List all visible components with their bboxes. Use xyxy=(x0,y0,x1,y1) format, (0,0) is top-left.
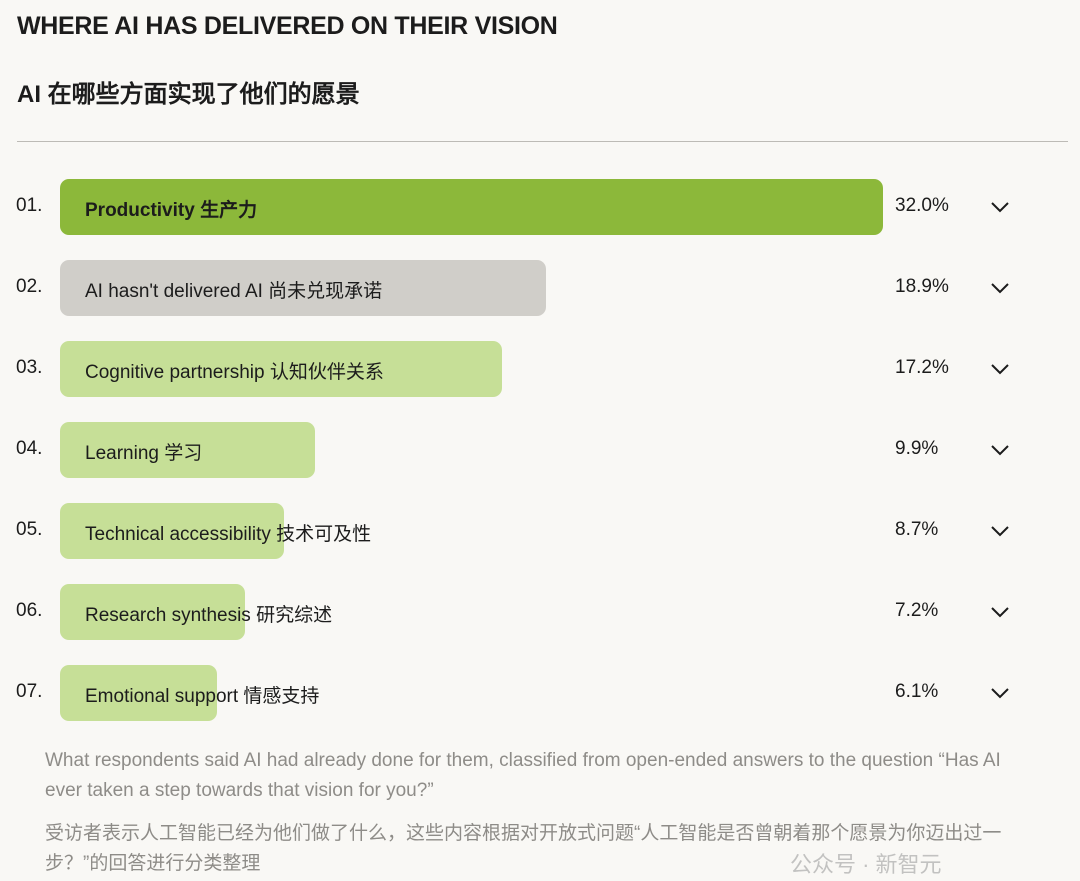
chevron-down-icon[interactable] xyxy=(988,519,1012,543)
rank-number: 01. xyxy=(16,195,43,216)
bar xyxy=(60,503,284,559)
note-chinese: 受访者表示人工智能已经为他们做了什么，这些内容根据对开放式问题“人工智能是否曾朝… xyxy=(45,823,1002,874)
percent-value: 17.2% xyxy=(895,357,949,378)
rank-number: 07. xyxy=(16,681,43,702)
bar-row[interactable]: 06. Research synthesis 研究综述 7.2% xyxy=(0,584,1080,640)
bar-label: Cognitive partnership 认知伙伴关系 xyxy=(85,362,384,383)
bar-label: Learning 学习 xyxy=(85,443,203,464)
bar-row[interactable]: 05. Technical accessibility 技术可及性 8.7% xyxy=(0,503,1080,559)
bar-label: Emotional support 情感支持 xyxy=(85,686,320,707)
page-title: WHERE AI HAS DELIVERED ON THEIR VISION xyxy=(17,12,558,40)
chevron-down-icon[interactable] xyxy=(988,681,1012,705)
watermark: 公众号 · 新智元 xyxy=(790,852,942,877)
bar-label: Research synthesis 研究综述 xyxy=(85,605,333,626)
divider xyxy=(17,141,1068,142)
bar-label: Productivity 生产力 xyxy=(85,200,258,221)
chevron-down-icon[interactable] xyxy=(988,195,1012,219)
chevron-down-icon[interactable] xyxy=(988,600,1012,624)
bar-row[interactable]: 04. Learning 学习 9.9% xyxy=(0,422,1080,478)
bar xyxy=(60,584,246,640)
page-subtitle: AI 在哪些方面实现了他们的愿景 xyxy=(17,81,360,108)
rank-number: 05. xyxy=(16,519,43,540)
chevron-down-icon[interactable] xyxy=(988,276,1012,300)
rank-number: 03. xyxy=(16,357,43,378)
bar xyxy=(60,665,217,721)
bar xyxy=(60,260,547,316)
bar-row[interactable]: 07. Emotional support 情感支持 6.1% xyxy=(0,665,1080,721)
percent-value: 9.9% xyxy=(895,438,939,459)
percent-value: 6.1% xyxy=(895,681,939,702)
bar-row[interactable]: 02. AI hasn't delivered AI 尚未兑现承诺 18.9% xyxy=(0,260,1080,316)
percent-value: 32.0% xyxy=(895,195,949,216)
percent-value: 8.7% xyxy=(895,519,939,540)
rank-number: 06. xyxy=(16,600,43,621)
bar xyxy=(60,422,315,478)
chevron-down-icon[interactable] xyxy=(988,438,1012,462)
note-english: What respondents said AI had already don… xyxy=(45,750,1001,801)
bar xyxy=(60,179,883,235)
bar-row[interactable]: 01. Productivity 生产力 32.0% xyxy=(0,179,1080,235)
chevron-down-icon[interactable] xyxy=(988,357,1012,381)
bar-label: AI hasn't delivered AI 尚未兑现承诺 xyxy=(85,281,383,302)
percent-value: 7.2% xyxy=(895,600,939,621)
rank-number: 04. xyxy=(16,438,43,459)
rank-number: 02. xyxy=(16,276,43,297)
percent-value: 18.9% xyxy=(895,276,949,297)
bar-label: Technical accessibility 技术可及性 xyxy=(85,524,372,545)
bar-row[interactable]: 03. Cognitive partnership 认知伙伴关系 17.2% xyxy=(0,341,1080,397)
bar xyxy=(60,341,503,397)
